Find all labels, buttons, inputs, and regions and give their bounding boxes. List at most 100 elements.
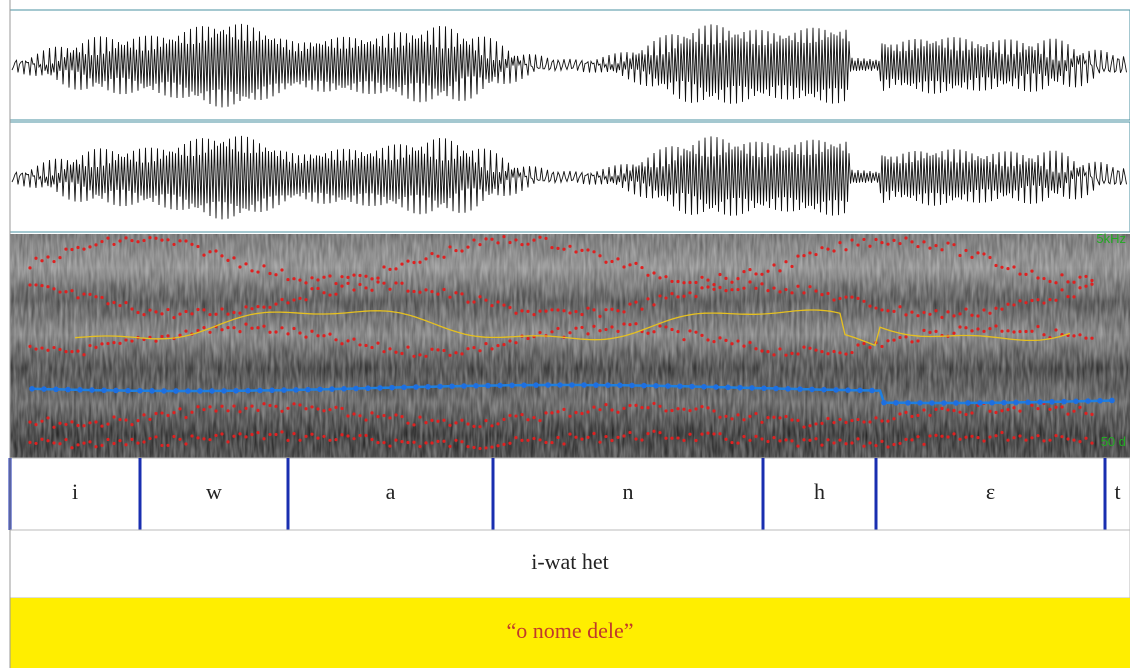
intensity-dot <box>365 385 371 392</box>
formant-dot <box>622 434 626 438</box>
formant-dot <box>256 408 260 412</box>
formant-dot <box>442 287 446 292</box>
formant-dot <box>1042 439 1046 443</box>
formant-dot <box>274 404 278 408</box>
formant-dot <box>208 330 212 334</box>
formant-dot <box>634 300 638 304</box>
segment-label: i <box>72 479 78 504</box>
formant-dot <box>778 439 782 443</box>
formant-dot <box>1054 298 1058 302</box>
formant-dot <box>298 403 302 407</box>
formant-dot <box>430 418 434 422</box>
formant-dot <box>928 434 932 438</box>
formant-dot <box>34 423 38 427</box>
formant-dot <box>250 269 254 273</box>
intensity-dot <box>689 383 695 390</box>
formant-dot <box>676 295 680 299</box>
formant-dot <box>196 405 200 409</box>
formant-dot <box>784 260 788 264</box>
formant-dot <box>94 345 98 350</box>
intensity-dot <box>749 385 755 391</box>
formant-dot <box>1036 406 1040 411</box>
formant-dot <box>292 402 296 406</box>
intensity-dot <box>545 382 551 388</box>
formant-dot <box>28 440 32 445</box>
formant-dot <box>988 409 992 413</box>
formant-dot <box>994 434 998 438</box>
formant-dot <box>250 307 254 311</box>
formant-dot <box>856 243 860 247</box>
formant-dot <box>664 409 668 413</box>
formant-dot <box>298 296 302 300</box>
formant-dot <box>40 419 44 423</box>
formant-dot <box>58 421 62 425</box>
formant-dot <box>958 253 962 258</box>
formant-dot <box>412 260 416 265</box>
formant-dot <box>292 432 296 436</box>
formant-dot <box>406 421 410 425</box>
formant-dot <box>742 434 746 439</box>
formant-dot <box>928 246 932 250</box>
word-label: i-wat het <box>531 549 609 574</box>
formant-dot <box>784 287 788 292</box>
formant-dot <box>172 411 176 415</box>
formant-dot <box>406 345 410 349</box>
intensity-dot <box>893 399 899 406</box>
intensity-dot <box>449 383 455 390</box>
formant-dot <box>1084 284 1088 288</box>
formant-dot <box>130 307 134 311</box>
formant-dot <box>442 348 446 353</box>
formant-dot <box>112 415 116 419</box>
formant-dot <box>244 322 248 326</box>
formant-dot <box>316 278 320 282</box>
formant-dot <box>718 272 722 277</box>
formant-dot <box>616 309 620 313</box>
intensity-dot <box>869 387 875 394</box>
formant-dot <box>652 401 656 406</box>
intensity-dot <box>629 382 635 389</box>
formant-dot <box>112 340 116 345</box>
formant-dot <box>586 306 590 310</box>
formant-dot <box>550 330 554 334</box>
formant-dot <box>718 432 722 436</box>
intensity-dot <box>905 400 911 406</box>
formant-dot <box>310 276 314 280</box>
formant-dot <box>1048 438 1052 442</box>
formant-dot <box>838 417 842 422</box>
formant-dot <box>526 336 530 341</box>
formant-dot <box>514 311 518 315</box>
intensity-dot <box>773 385 779 392</box>
formant-dot <box>52 441 56 445</box>
formant-dot <box>958 410 962 414</box>
formant-dot <box>604 434 608 439</box>
intensity-dot <box>209 388 215 394</box>
formant-dot <box>496 444 500 448</box>
formant-dot <box>106 236 110 240</box>
formant-dot <box>730 288 734 292</box>
formant-dot <box>34 441 38 446</box>
formant-dot <box>94 243 98 247</box>
formant-dot <box>238 330 242 334</box>
formant-dot <box>1066 295 1070 299</box>
formant-dot <box>82 292 86 296</box>
formant-dot <box>28 420 32 424</box>
formant-dot <box>574 250 578 254</box>
formant-dot <box>484 237 488 241</box>
formant-dot <box>232 310 236 315</box>
formant-dot <box>244 435 248 439</box>
formant-dot <box>844 295 848 299</box>
formant-dot <box>502 442 506 447</box>
intensity-dot <box>1061 398 1067 405</box>
formant-dot <box>490 424 494 428</box>
formant-dot <box>988 327 992 331</box>
formant-dot <box>160 238 164 242</box>
formant-dot <box>262 324 266 328</box>
formant-dot <box>1090 282 1094 286</box>
formant-dot <box>538 235 542 239</box>
formant-dot <box>604 327 608 332</box>
formant-dot <box>424 257 428 261</box>
formant-dot <box>364 343 368 348</box>
formant-dot <box>310 287 314 291</box>
formant-dot <box>118 439 122 443</box>
formant-dot <box>514 341 518 345</box>
